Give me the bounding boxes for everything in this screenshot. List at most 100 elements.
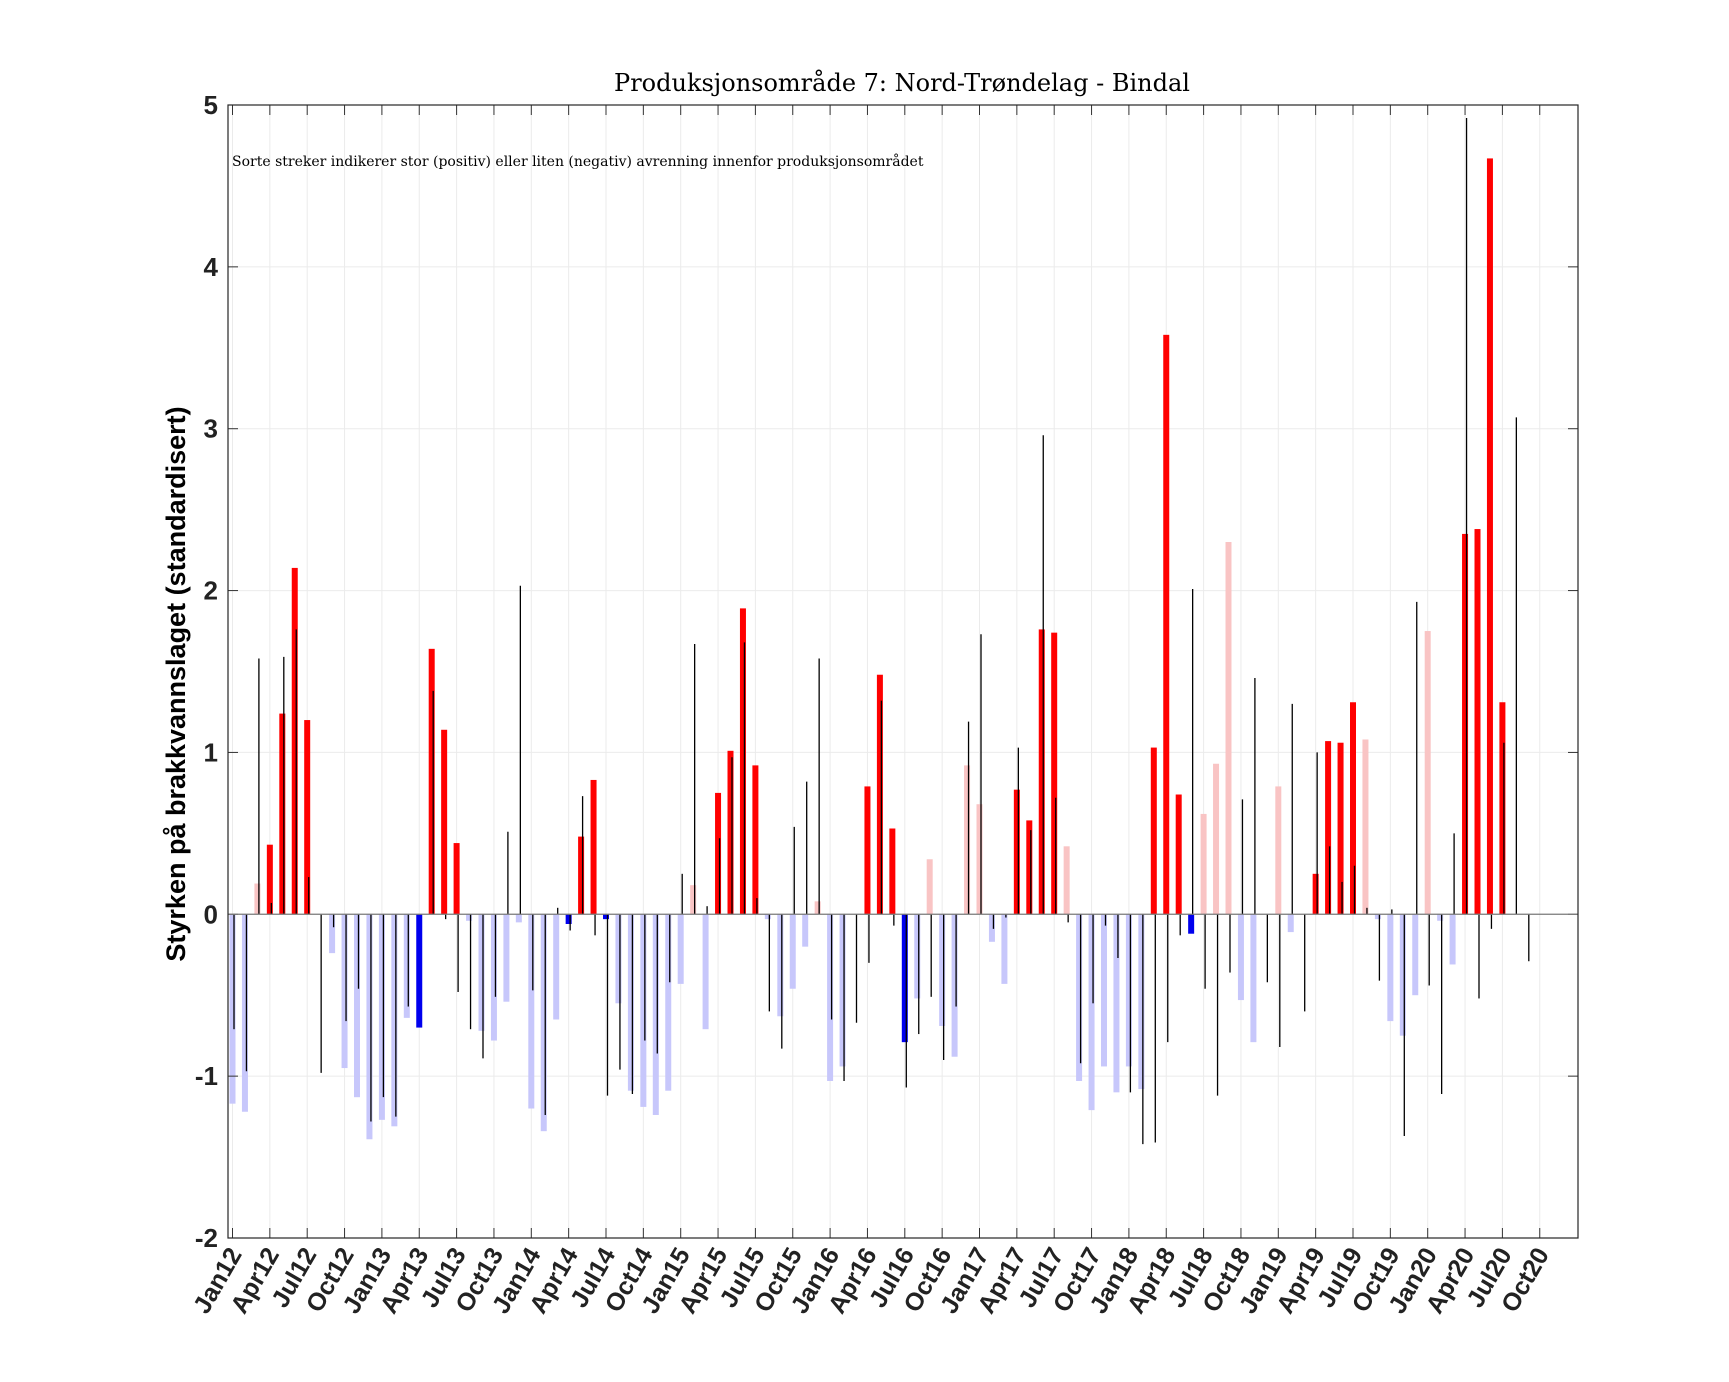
bar xyxy=(1412,914,1419,996)
bar xyxy=(1362,739,1369,915)
bar xyxy=(403,914,410,1018)
bar xyxy=(1387,914,1394,1022)
bar xyxy=(1113,914,1120,1093)
bar xyxy=(1101,914,1107,1067)
bar xyxy=(677,914,684,984)
bar xyxy=(391,914,398,1127)
bar xyxy=(528,914,535,1109)
bar xyxy=(1200,813,1207,915)
bar xyxy=(354,914,360,1098)
bar xyxy=(279,713,286,915)
bar xyxy=(640,914,647,1107)
bar xyxy=(1163,334,1170,915)
bar xyxy=(1275,786,1282,915)
bar xyxy=(1237,914,1244,1001)
y-tick-label: -1 xyxy=(195,1061,218,1091)
bar xyxy=(1026,820,1033,915)
bar xyxy=(702,914,709,1030)
y-tick-label: 1 xyxy=(204,737,218,767)
bar xyxy=(739,608,746,915)
bar xyxy=(627,914,634,1091)
bar xyxy=(652,914,659,1115)
bar xyxy=(777,914,784,1017)
bar xyxy=(1399,914,1406,1036)
bar xyxy=(416,914,423,1028)
bar xyxy=(329,914,336,954)
bar xyxy=(727,750,734,915)
chart-title: Produksjonsområde 7: Nord-Trøndelag - Bi… xyxy=(614,68,1190,97)
plot-frame xyxy=(227,104,1579,1239)
bar xyxy=(378,914,385,1120)
bar xyxy=(453,843,460,915)
y-tick-label: 0 xyxy=(204,899,218,929)
x-tick-labels: Jan12Apr12Jul12Oct12Jan13Apr13Jul13Oct13… xyxy=(188,1243,1555,1318)
bar xyxy=(964,765,971,915)
y-tick-label: 3 xyxy=(204,414,218,444)
bar xyxy=(690,885,697,915)
bar xyxy=(939,914,946,1026)
bar xyxy=(291,567,298,915)
y-tick-label: -2 xyxy=(195,1223,218,1253)
bar xyxy=(366,914,373,1140)
bar xyxy=(1499,702,1506,915)
bar xyxy=(1486,158,1493,915)
bar xyxy=(951,914,958,1057)
chart-annotation: Sorte streker indikerer stor (positiv) e… xyxy=(232,153,924,170)
bar xyxy=(466,914,473,921)
bar xyxy=(515,914,522,923)
axes xyxy=(227,104,1579,1239)
bar xyxy=(503,914,510,1002)
y-tick-label: 5 xyxy=(204,90,218,120)
bar xyxy=(603,914,609,920)
bar xyxy=(553,914,560,1020)
bar xyxy=(1088,914,1095,1111)
bar xyxy=(802,914,809,947)
bar xyxy=(1424,631,1431,915)
bar xyxy=(1287,914,1294,933)
bar xyxy=(490,914,497,1041)
bar xyxy=(1312,873,1319,915)
bar xyxy=(914,914,921,999)
bar xyxy=(1462,533,1469,915)
bar xyxy=(827,914,834,1081)
bar xyxy=(814,901,821,915)
bar xyxy=(540,914,547,1132)
bar xyxy=(1325,741,1332,915)
bar xyxy=(1437,914,1444,921)
bar xyxy=(901,914,908,1043)
bar xyxy=(254,883,261,915)
y-tick-label: 4 xyxy=(204,252,219,282)
bar xyxy=(1175,794,1182,915)
bar xyxy=(1350,702,1356,915)
bar xyxy=(1013,789,1020,915)
bar xyxy=(1076,914,1083,1081)
bar xyxy=(241,914,248,1112)
bar xyxy=(565,914,572,924)
bar xyxy=(478,914,485,1031)
bar xyxy=(864,786,871,915)
bar xyxy=(1051,632,1058,915)
bar xyxy=(1474,529,1481,915)
bar xyxy=(1213,763,1220,915)
bar xyxy=(839,914,846,1067)
bar xyxy=(1125,914,1132,1067)
bar xyxy=(665,914,672,1091)
bar xyxy=(926,859,933,915)
y-axis-label: Styrken på brakkvannslaget (standardiser… xyxy=(161,406,191,961)
bar xyxy=(1150,747,1157,915)
bar xyxy=(1449,914,1456,965)
y-tick-labels: -2 -1 0 1 2 3 4 5 xyxy=(195,90,219,1253)
bar xyxy=(1038,629,1045,915)
bar xyxy=(1337,742,1344,915)
runoff-lines xyxy=(233,117,1530,1145)
bar xyxy=(988,914,995,942)
bar xyxy=(229,914,236,1104)
y-tick-label: 2 xyxy=(204,576,218,606)
bar xyxy=(1225,542,1232,915)
bar xyxy=(590,779,597,915)
bar xyxy=(341,914,348,1069)
bar xyxy=(428,648,435,915)
bar xyxy=(1250,914,1257,1043)
bar xyxy=(764,914,771,920)
